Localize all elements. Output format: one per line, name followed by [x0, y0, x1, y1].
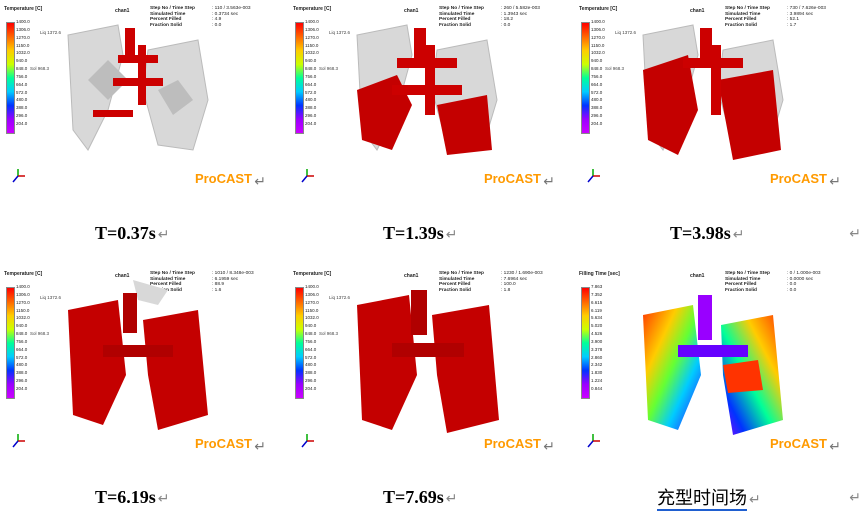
colorbar-title: Temperature [C] [4, 6, 43, 12]
procast-logo: ProCAST [769, 436, 827, 451]
colorbar-title: Temperature [C] [293, 6, 332, 12]
return-mark: ↵ [254, 173, 266, 189]
info-block: Step No / Time Step: 1230 / 1.690e-003 S… [439, 271, 543, 293]
solidus-label: Sol 968.3 [30, 66, 50, 71]
casting-model-render [643, 295, 783, 435]
case-name: chan1 [690, 273, 705, 279]
caption-t4: T=6.19s ↵ [95, 487, 170, 507]
axis-triad-icon [587, 169, 600, 183]
colorbar-ticks: 1400.0 1306.0 1270.0 1150.0 1032.0 940.0 848.0… [591, 19, 605, 126]
return-mark: ↵ [543, 173, 555, 189]
return-mark: ↵ [829, 438, 841, 454]
solidus-label: Sol 968.3 [30, 331, 50, 336]
case-name: chan1 [115, 8, 130, 14]
return-mark: ↵ [254, 438, 266, 454]
info-block: Step No / Time Step: 260 / 5.582e-003 Si… [439, 6, 540, 28]
colorbar-ticks: 1400.0 1306.0 1270.0 1150.0 1032.0 940.0 848.0… [16, 284, 30, 391]
return-mark: ↵ [849, 225, 861, 241]
case-name: chan1 [690, 8, 705, 14]
solidus-label: Sol 968.3 [605, 66, 625, 71]
colorbar-ticks: 1400.0 1306.0 1270.0 1150.0 1032.0 940.0 848.0… [305, 284, 319, 391]
axis-triad-icon [587, 434, 600, 448]
colorbar-ticks: 1400.0 1306.0 1270.0 1150.0 1032.0 940.0 848.0… [305, 19, 319, 126]
sim-panel-2: Temperature [C] 1400.0 1306.0 1270.0 1150.0… [289, 0, 559, 200]
return-mark: ↵ [829, 173, 841, 189]
info-block: Step No / Time Step: 0 / 1.000e-003 Simu… [725, 271, 821, 293]
procast-logo: ProCAST [194, 436, 252, 451]
sim-panel-5: Temperature [C] 1400.0 1306.0 1270.0 1150.0… [289, 265, 559, 465]
liquidus-label: Liq 1372.6 [40, 295, 62, 300]
caption-t3: T=3.98s ↵ [670, 223, 745, 243]
caption-t5: T=7.69s ↵ [383, 487, 458, 507]
colorbar-title: Filling Time [sec] [579, 271, 620, 277]
liquidus-label: Liq 1372.6 [615, 30, 637, 35]
liquidus-label: Liq 1372.6 [329, 30, 351, 35]
casting-model-render [67, 24, 209, 151]
caption-filling-field: 充型时间场 ↵ [657, 488, 761, 511]
sim-panel-3: Temperature [C] 1400.0 1306.0 1270.0 1150.0… [575, 0, 845, 200]
info-block: Step No / Time Step: 730 / 7.626e-003 Si… [725, 6, 826, 28]
sim-panel-6: Filling Time [sec] 7.863 7.352 6.615 6.119 5… [575, 265, 845, 465]
casting-model-render [68, 280, 208, 430]
sim-panel-4: Temperature [C] 1400.0 1306.0 1270.0 1150.0… [0, 265, 270, 465]
temperature-colorbar [295, 287, 304, 399]
temperature-colorbar [6, 287, 15, 399]
casting-model-render [356, 24, 498, 155]
axis-triad-icon [12, 169, 25, 183]
procast-logo: ProCAST [483, 436, 541, 451]
colorbar-title: Temperature [C] [4, 271, 43, 277]
temperature-colorbar [295, 22, 304, 134]
axis-triad-icon [12, 434, 25, 448]
liquidus-label: Liq 1372.6 [329, 295, 351, 300]
procast-logo: ProCAST [194, 171, 252, 186]
return-mark: ↵ [849, 489, 861, 505]
temperature-colorbar [581, 22, 590, 134]
caption-t1: T=0.37s ↵ [95, 223, 170, 243]
axis-triad-icon [301, 434, 314, 448]
sim-panel-1: Temperature [C] 1400.0 1306.0 1270.0 1150.0… [0, 0, 270, 200]
axis-triad-icon [301, 169, 314, 183]
procast-logo: ProCAST [769, 171, 827, 186]
casting-model-render [642, 24, 784, 160]
casting-model-render [357, 290, 499, 433]
colorbar-ticks: 1400.0 1306.0 1270.0 1150.0 1032.0 940.0 848.0… [16, 19, 30, 126]
filling-time-colorbar [581, 287, 590, 399]
colorbar-title: Temperature [C] [579, 6, 618, 12]
colorbar-title: Temperature [C] [293, 271, 332, 277]
case-name: chan1 [115, 273, 130, 279]
temperature-colorbar [6, 22, 15, 134]
solidus-label: Sol 968.3 [319, 331, 339, 336]
colorbar-ticks: 7.863 7.352 6.615 6.119 5.634 5.020 4.526 3.900… [591, 284, 603, 391]
solidus-label: Sol 968.3 [319, 66, 339, 71]
caption-t2: T=1.39s ↵ [383, 223, 458, 243]
info-block: Step No / Time Step: 110 / 3.563e-003 Si… [150, 6, 251, 28]
case-name: chan1 [404, 273, 419, 279]
liquidus-label: Liq 1372.6 [40, 30, 62, 35]
procast-logo: ProCAST [483, 171, 541, 186]
case-name: chan1 [404, 8, 419, 14]
return-mark: ↵ [543, 438, 555, 454]
